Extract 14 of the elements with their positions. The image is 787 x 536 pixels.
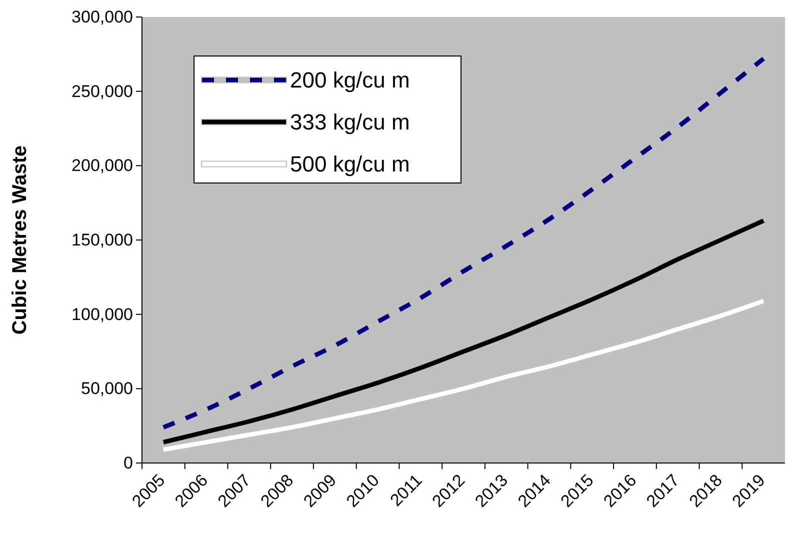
- legend-label: 333 kg/cu m: [290, 110, 410, 135]
- y-tick-label: 50,000: [81, 379, 133, 398]
- legend-label: 200 kg/cu m: [290, 68, 410, 93]
- y-tick-label: 250,000: [72, 82, 133, 101]
- y-tick-label: 200,000: [72, 156, 133, 176]
- y-tick-label: 300,000: [72, 7, 133, 26]
- y-axis-title: Cubic Metres Waste: [9, 145, 31, 335]
- y-tick-label: 150,000: [72, 230, 133, 250]
- legend-label: 500 kg/cu m: [290, 152, 410, 177]
- y-tick-label: 0: [124, 453, 133, 472]
- line-series: [161, 56, 766, 430]
- y-tick-label: 100,000: [72, 304, 133, 324]
- line-series: [161, 218, 766, 444]
- line-series: [161, 298, 766, 452]
